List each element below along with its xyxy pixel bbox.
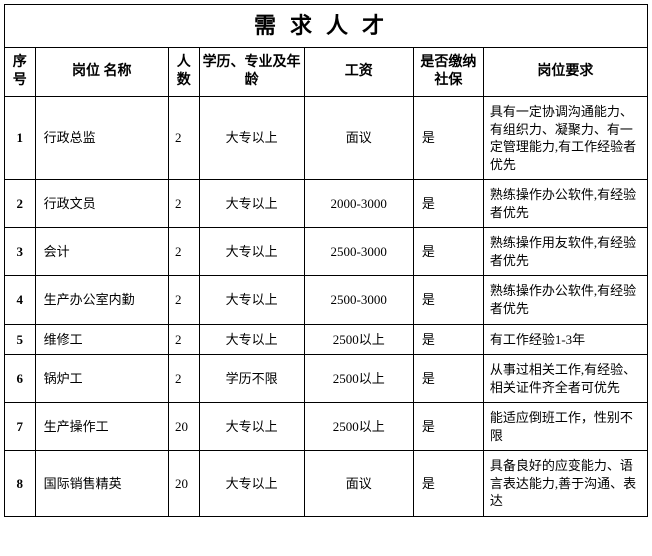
table-row: 3会计2大专以上2500-3000是熟练操作用友软件,有经验者优先	[5, 228, 648, 276]
table-row: 6锅炉工2学历不限2500以上是从事过相关工作,有经验、相关证件齐全者可优先	[5, 355, 648, 403]
table-row: 8国际销售精英20大专以上面议是具备良好的应变能力、语言表达能力,善于沟通、表达	[5, 451, 648, 517]
cell-insurance: 是	[413, 180, 483, 228]
cell-req: 能适应倒班工作，性别不限	[483, 403, 647, 451]
cell-edu: 大专以上	[199, 324, 304, 355]
cell-req: 从事过相关工作,有经验、相关证件齐全者可优先	[483, 355, 647, 403]
cell-edu: 大专以上	[199, 97, 304, 180]
cell-salary: 2000-3000	[304, 180, 413, 228]
header-req: 岗位要求	[483, 47, 647, 96]
cell-req: 熟练操作办公软件,有经验者优先	[483, 276, 647, 324]
cell-position: 生产操作工	[35, 403, 168, 451]
cell-seq: 6	[5, 355, 36, 403]
header-count: 人数	[168, 47, 199, 96]
cell-seq: 3	[5, 228, 36, 276]
cell-position: 会计	[35, 228, 168, 276]
cell-insurance: 是	[413, 451, 483, 517]
cell-edu: 大专以上	[199, 451, 304, 517]
cell-salary: 2500-3000	[304, 228, 413, 276]
cell-edu: 大专以上	[199, 228, 304, 276]
cell-salary: 2500以上	[304, 324, 413, 355]
cell-insurance: 是	[413, 97, 483, 180]
cell-req: 具有一定协调沟通能力、有组织力、凝聚力、有一定管理能力,有工作经验者优先	[483, 97, 647, 180]
table-title: 需求人才	[5, 5, 648, 48]
cell-position: 行政文员	[35, 180, 168, 228]
cell-insurance: 是	[413, 276, 483, 324]
cell-seq: 5	[5, 324, 36, 355]
cell-position: 维修工	[35, 324, 168, 355]
header-row: 序号 岗位 名称 人数 学历、专业及年龄 工资 是否缴纳社保 岗位要求	[5, 47, 648, 96]
cell-count: 2	[168, 276, 199, 324]
recruitment-table: 需求人才 序号 岗位 名称 人数 学历、专业及年龄 工资 是否缴纳社保 岗位要求…	[4, 4, 648, 517]
cell-count: 2	[168, 324, 199, 355]
cell-count: 2	[168, 97, 199, 180]
table-row: 4生产办公室内勤2大专以上2500-3000是熟练操作办公软件,有经验者优先	[5, 276, 648, 324]
cell-position: 行政总监	[35, 97, 168, 180]
cell-position: 生产办公室内勤	[35, 276, 168, 324]
header-edu: 学历、专业及年龄	[199, 47, 304, 96]
cell-seq: 2	[5, 180, 36, 228]
cell-insurance: 是	[413, 403, 483, 451]
cell-req: 熟练操作办公软件,有经验者优先	[483, 180, 647, 228]
cell-count: 2	[168, 355, 199, 403]
cell-edu: 学历不限	[199, 355, 304, 403]
title-row: 需求人才	[5, 5, 648, 48]
cell-req: 有工作经验1-3年	[483, 324, 647, 355]
cell-insurance: 是	[413, 228, 483, 276]
cell-seq: 4	[5, 276, 36, 324]
table-row: 5维修工2大专以上2500以上是有工作经验1-3年	[5, 324, 648, 355]
cell-count: 20	[168, 451, 199, 517]
header-seq: 序号	[5, 47, 36, 96]
cell-seq: 8	[5, 451, 36, 517]
cell-salary: 面议	[304, 451, 413, 517]
cell-count: 2	[168, 180, 199, 228]
cell-salary: 2500以上	[304, 403, 413, 451]
cell-req: 熟练操作用友软件,有经验者优先	[483, 228, 647, 276]
table-body: 1行政总监2大专以上面议是具有一定协调沟通能力、有组织力、凝聚力、有一定管理能力…	[5, 97, 648, 517]
header-salary: 工资	[304, 47, 413, 96]
cell-salary: 面议	[304, 97, 413, 180]
cell-count: 20	[168, 403, 199, 451]
cell-salary: 2500以上	[304, 355, 413, 403]
cell-salary: 2500-3000	[304, 276, 413, 324]
cell-insurance: 是	[413, 324, 483, 355]
table-row: 1行政总监2大专以上面议是具有一定协调沟通能力、有组织力、凝聚力、有一定管理能力…	[5, 97, 648, 180]
table-row: 2行政文员2大专以上2000-3000是熟练操作办公软件,有经验者优先	[5, 180, 648, 228]
cell-seq: 1	[5, 97, 36, 180]
cell-position: 国际销售精英	[35, 451, 168, 517]
cell-count: 2	[168, 228, 199, 276]
cell-insurance: 是	[413, 355, 483, 403]
table-row: 7生产操作工20大专以上2500以上是能适应倒班工作，性别不限	[5, 403, 648, 451]
cell-position: 锅炉工	[35, 355, 168, 403]
cell-edu: 大专以上	[199, 403, 304, 451]
cell-req: 具备良好的应变能力、语言表达能力,善于沟通、表达	[483, 451, 647, 517]
header-position: 岗位 名称	[35, 47, 168, 96]
header-insurance: 是否缴纳社保	[413, 47, 483, 96]
cell-edu: 大专以上	[199, 180, 304, 228]
cell-seq: 7	[5, 403, 36, 451]
cell-edu: 大专以上	[199, 276, 304, 324]
